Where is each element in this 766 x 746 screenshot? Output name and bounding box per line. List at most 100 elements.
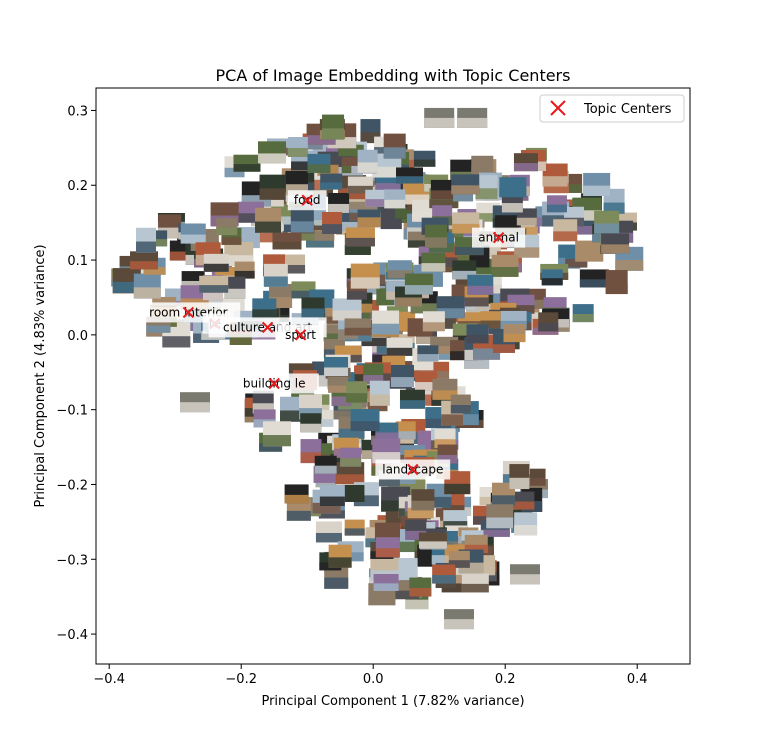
image-thumbnail [357,149,378,173]
image-thumbnail [314,455,337,474]
image-thumbnail [375,537,400,558]
image-thumbnail [424,224,447,248]
image-thumbnail [408,150,436,167]
image-thumbnail [430,179,457,199]
topic-center-marker [301,194,313,206]
image-thumbnail [272,232,302,250]
image-thumbnail [344,519,365,536]
image-thumbnail [199,275,229,293]
image-thumbnail [224,276,246,299]
image-thumbnail [450,394,471,414]
image-thumbnail [357,205,381,228]
image-thumbnail [499,177,527,198]
image-thumbnail [466,324,489,344]
image-thumbnail [411,489,435,511]
image-thumbnail [342,484,365,502]
image-thumbnail [444,609,474,630]
image-thumbnail [444,471,471,495]
topic-center-marker [182,306,195,319]
image-thumbnail [263,263,288,287]
image-thumbnail [350,263,380,289]
image-thumbnail [383,133,406,159]
image-thumbnail [374,522,400,541]
image-thumbnail [538,312,559,332]
topic-center-marker [407,463,419,476]
image-thumbnail [418,532,447,549]
image-thumbnail [372,310,400,335]
image-thumbnail [345,227,375,247]
image-thumbnail [399,389,425,409]
image-thumbnail [390,364,414,387]
image-thumbnail [322,212,343,235]
image-thumbnail [234,261,255,279]
image-thumbnail [605,270,628,295]
image-thumbnail [285,254,306,274]
image-thumbnail [396,167,424,184]
y-tick-label: 0.0 [67,329,88,344]
y-axis-ticks: 0.3 0.2 0.1 0.0 −0.1 −0.2 −0.3 −0.4 [56,104,96,643]
image-thumbnail [516,208,537,226]
image-thumbnail [300,413,322,433]
image-thumbnail [365,189,389,207]
image-thumbnail [262,421,291,447]
topic-center-marker [492,231,505,244]
legend-x-marker-icon [550,100,566,116]
image-thumbnail [290,207,314,233]
plot-frame [95,87,691,665]
image-thumbnail [509,464,530,490]
image-thumbnail [503,324,526,343]
image-thumbnail [203,253,229,272]
x-tick-label: 0.0 [363,672,384,687]
image-thumbnail [491,482,515,506]
image-thumbnail [328,376,349,393]
image-thumbnail [575,240,604,262]
x-tick-label: −0.2 [225,672,257,687]
image-thumbnail [285,171,308,196]
image-thumbnail [319,484,345,506]
legend-box [539,94,685,123]
image-thumbnail [437,444,458,464]
image-thumbnail [471,155,494,175]
image-thumbnail [572,304,594,323]
image-thumbnail [451,174,480,195]
image-thumbnail [452,260,477,280]
y-tick-label: −0.2 [56,478,88,493]
image-thumbnail [510,564,540,585]
topic-centers: foodanimalroom interiorteculture and art… [136,190,526,480]
x-tick-label: −0.4 [93,672,125,687]
image-thumbnail [475,175,498,200]
image-thumbnail [350,409,380,432]
image-thumbnail [553,219,578,242]
image-thumbnail [180,223,206,244]
image-thumbnail [344,318,372,336]
image-thumbnail [216,218,238,236]
image-thumbnail [136,227,157,253]
image-thumbnail [407,231,429,248]
image-thumbnail [372,438,401,464]
image-thumbnail [307,153,331,173]
image-thumbnail [328,544,352,568]
image-thumbnail [346,381,368,403]
image-thumbnail [328,192,350,213]
topic-center-marker [268,377,280,390]
image-thumbnail [133,273,161,299]
image-thumbnail [315,521,342,543]
legend-label: Topic Centers [583,102,672,117]
image-thumbnail [404,273,433,295]
chart-title: PCA of Image Embedding with Topic Center… [216,66,571,85]
topic-center-marker [261,321,274,334]
image-thumbnail [373,573,399,591]
image-thumbnail [448,550,470,568]
image-thumbnail [546,195,567,213]
image-thumbnail [259,174,286,200]
image-thumbnail [409,577,432,597]
x-tick-label: 0.2 [495,672,516,687]
image-thumbnail [432,564,456,584]
image-thumbnail [130,251,159,270]
image-thumbnail [332,298,362,321]
image-thumbnail [480,311,501,329]
image-thumbnail [335,462,365,485]
image-thumbnail [233,154,261,172]
image-thumbnail [375,422,399,441]
